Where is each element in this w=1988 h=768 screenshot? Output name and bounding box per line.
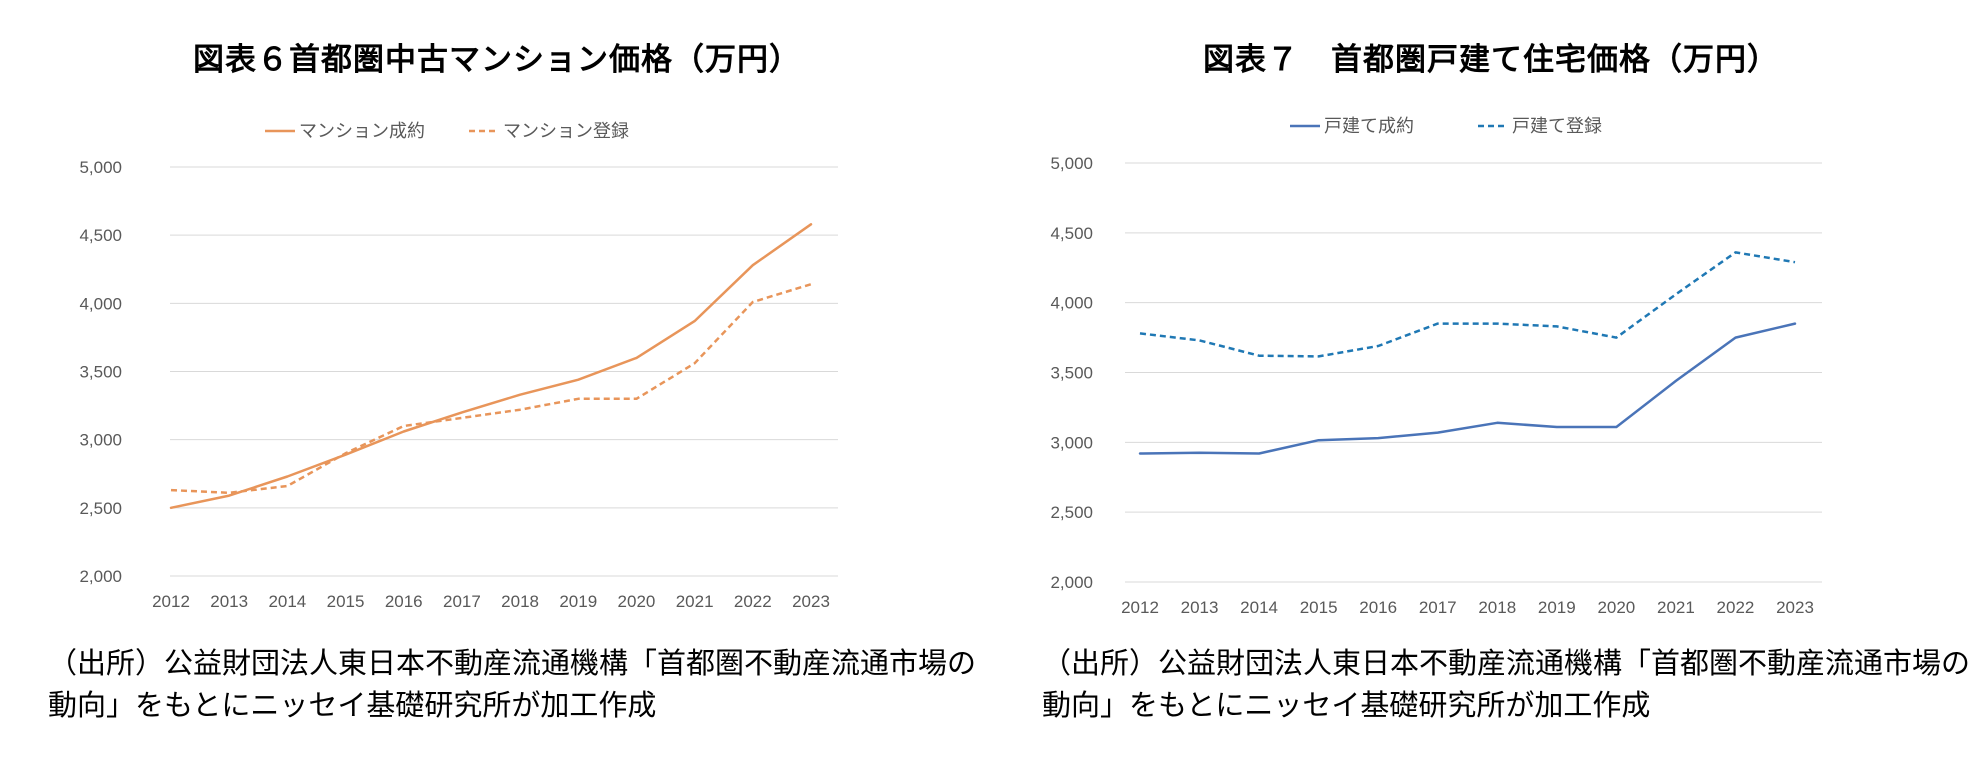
x-tick-label: 2012 [1121, 598, 1159, 617]
y-tick-label: 4,000 [1050, 294, 1093, 313]
x-tick-label: 2023 [1776, 598, 1814, 617]
x-tick-label: 2014 [268, 592, 306, 611]
chart-panel-right: 図表７ 首都圏戸建て住宅価格（万円） 2,000 2,500 3,000 3,500 4… [994, 0, 1988, 768]
legend-label: 戸建て登録 [1512, 116, 1602, 137]
y-tick-label: 3,000 [79, 431, 122, 450]
x-tick-label: 2018 [1478, 598, 1516, 617]
x-tick-label: 2016 [385, 592, 423, 611]
x-tick-label: 2023 [792, 592, 830, 611]
x-tick-label: 2016 [1359, 598, 1397, 617]
series-line-dashed [170, 283, 812, 495]
y-tick-label: 3,500 [1050, 364, 1093, 383]
legend-label: 戸建て成約 [1324, 116, 1414, 137]
x-tick-label: 2015 [1300, 598, 1338, 617]
x-tick-label: 2021 [676, 592, 714, 611]
x-tick-label: 2013 [210, 592, 248, 611]
y-tick-label: 4,000 [79, 294, 122, 313]
legend-label: マンション登録 [503, 121, 629, 142]
y-tick-label: 2,000 [79, 567, 122, 586]
y-tick-label: 5,000 [1050, 154, 1093, 173]
y-tick-label: 2,500 [79, 499, 122, 518]
source-note-left: （出所）公益財団法人東日本不動産流通機構「首都圏不動産流通市場の動向」をもとにニ… [48, 646, 977, 722]
x-tick-label: 2017 [1419, 598, 1457, 617]
chart-panel-left: 図表６首都圏中古マンション価格（万円） 2,000 2,500 3,000 3,500… [48, 42, 977, 722]
x-tick-label: 2019 [1538, 598, 1576, 617]
series-line-solid [1138, 322, 1797, 455]
y-tick-label: 4,500 [79, 226, 122, 245]
x-tick-label: 2022 [1717, 598, 1755, 617]
source-note-right: （出所）公益財団法人東日本不動産流通機構「首都圏不動産流通市場の動向」をもとにニ… [1042, 646, 1971, 722]
y-tick-label: 3,000 [1050, 433, 1093, 452]
x-tick-label: 2021 [1657, 598, 1695, 617]
x-tick-label: 2022 [734, 592, 772, 611]
series-line-dashed [1139, 251, 1796, 358]
y-tick-label: 5,000 [79, 158, 122, 177]
y-tick-label: 2,500 [1050, 503, 1093, 522]
chart-left: 2,000 2,500 3,000 3,500 4,000 4,500 5,000 2012 2… [79, 121, 838, 611]
x-tick-label: 2018 [501, 592, 539, 611]
x-tick-label: 2014 [1240, 598, 1278, 617]
series-line-solid [169, 223, 813, 510]
x-tick-label: 2020 [618, 592, 656, 611]
y-tick-label: 4,500 [1050, 224, 1093, 243]
x-tick-label: 2012 [152, 592, 190, 611]
chart-title-right: 図表７ 首都圏戸建て住宅価格（万円） [1203, 42, 1779, 78]
y-tick-label: 3,500 [79, 363, 122, 382]
x-tick-label: 2015 [327, 592, 365, 611]
x-tick-label: 2013 [1181, 598, 1219, 617]
chart-title-left: 図表６首都圏中古マンション価格（万円） [193, 42, 801, 78]
x-tick-label: 2019 [559, 592, 597, 611]
y-tick-label: 2,000 [1050, 573, 1093, 592]
legend-label: マンション成約 [299, 121, 425, 142]
x-tick-label: 2017 [443, 592, 481, 611]
chart-right: 2,000 2,500 3,000 3,500 4,000 4,500 5,000 2012 2… [1050, 116, 1822, 617]
x-tick-label: 2020 [1597, 598, 1635, 617]
